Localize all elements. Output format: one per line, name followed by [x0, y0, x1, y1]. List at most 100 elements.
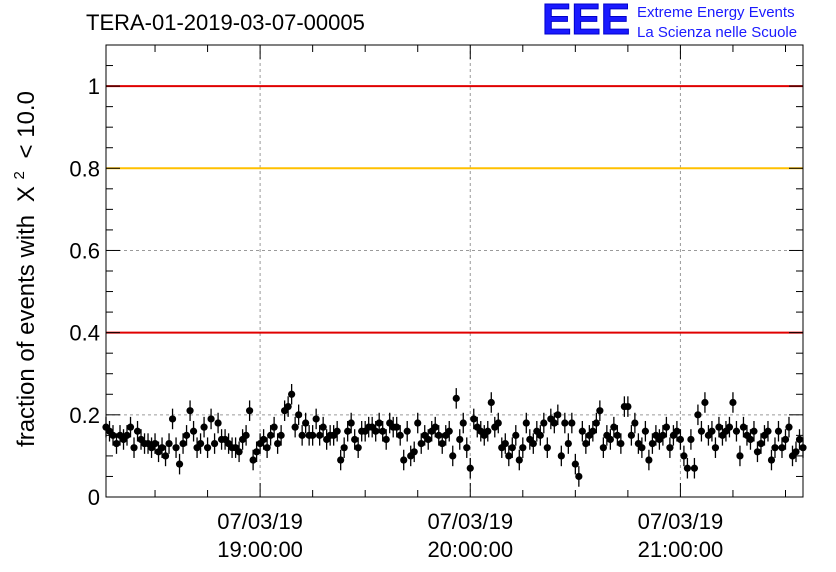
data-point [774, 427, 783, 435]
data-point [410, 448, 418, 456]
reference-lines [106, 85, 803, 334]
data-point [757, 439, 765, 448]
data-point [606, 435, 614, 444]
data-point [263, 444, 271, 452]
data-point [274, 439, 282, 448]
data-point [711, 444, 720, 452]
data-point [662, 423, 671, 431]
data-point [200, 423, 208, 431]
data-point [610, 423, 618, 431]
data-point [592, 419, 600, 427]
data-point [291, 423, 299, 431]
data-point [554, 411, 562, 419]
axis-ticks: 0 0.2 0.4 0.6 0.8 1 07/03/19 19:00:00 07/03/19 20… [69, 45, 803, 562]
data-point [631, 419, 639, 427]
data-point [344, 427, 352, 435]
data-point [260, 435, 268, 444]
data-point [715, 423, 723, 431]
data-point [617, 439, 625, 448]
data-point [452, 394, 460, 402]
data-point [186, 407, 194, 415]
data-point [736, 452, 744, 460]
data-point [431, 423, 439, 431]
data-points [102, 384, 807, 487]
data-point [746, 435, 755, 444]
data-point [767, 456, 776, 464]
data-point [732, 427, 741, 435]
data-point [505, 452, 513, 460]
data-point [179, 439, 187, 448]
x-tick-date-label: 07/03/19 [217, 509, 303, 534]
data-point [694, 411, 702, 419]
data-point [701, 398, 709, 407]
data-point [599, 444, 607, 452]
data-point [571, 460, 579, 468]
data-point [659, 431, 667, 439]
data-point [624, 403, 632, 411]
data-point [494, 419, 502, 427]
data-point [214, 419, 222, 427]
data-point [470, 415, 478, 423]
data-point [382, 435, 390, 444]
data-point [456, 435, 464, 444]
data-point [379, 427, 387, 435]
data-point [690, 464, 699, 472]
x-tick-date-label: 07/03/19 [427, 509, 513, 534]
data-point [771, 444, 779, 452]
data-point [284, 403, 292, 411]
data-point [319, 423, 327, 431]
data-point [126, 423, 135, 431]
x-tick-time-label: 20:00:00 [427, 537, 513, 562]
y-tick-label: 0 [88, 485, 100, 510]
data-point [795, 435, 804, 444]
data-point [575, 472, 583, 481]
data-point [508, 444, 516, 452]
data-point [393, 423, 401, 431]
data-point [778, 444, 786, 452]
data-point [557, 452, 565, 460]
data-point [123, 431, 131, 439]
data-point [648, 439, 656, 448]
data-point [680, 452, 688, 460]
data-point [242, 431, 250, 439]
data-point [109, 431, 117, 439]
data-point [561, 419, 569, 427]
data-point [750, 427, 758, 435]
data-point [785, 423, 793, 431]
data-point [673, 427, 681, 435]
data-point [435, 431, 443, 439]
data-point [165, 439, 173, 448]
data-point [487, 398, 495, 407]
data-point [568, 419, 576, 427]
data-point [396, 431, 404, 439]
data-point [641, 427, 649, 435]
ylabel-symbol: X [13, 186, 40, 202]
data-point [207, 415, 215, 423]
data-point [645, 456, 653, 464]
data-point [638, 444, 646, 452]
data-point [781, 435, 790, 444]
y-axis-label-text: fraction of events with X 2 < 10.0 [3, 91, 40, 447]
data-point [354, 444, 362, 452]
x-tick-date-label: 07/03/19 [638, 509, 724, 534]
data-point [333, 427, 341, 435]
data-point [536, 431, 544, 439]
data-point [337, 456, 345, 464]
data-point [676, 435, 685, 444]
data-point [729, 398, 737, 407]
data-point [578, 427, 586, 435]
data-point [246, 407, 254, 415]
data-point [351, 435, 359, 444]
eee-logo: EEE Extreme Energy Events La Scienza nel… [541, 0, 832, 46]
logo-line-1: Extreme Energy Events [637, 4, 795, 21]
data-point [189, 427, 198, 435]
data-point [316, 431, 324, 439]
y-tick-label: 1 [88, 74, 100, 99]
run-title: TERA-01-2019-03-07-00005 [86, 10, 365, 35]
data-point [519, 444, 527, 452]
data-point [340, 444, 348, 452]
data-point [182, 431, 191, 439]
data-point [403, 427, 411, 435]
data-point [725, 423, 734, 431]
logo-line-2: La Scienza nelle Scuole [637, 24, 798, 41]
